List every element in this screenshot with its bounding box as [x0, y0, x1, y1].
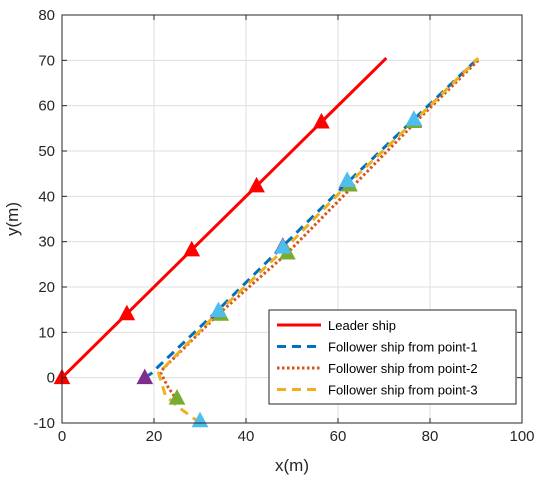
legend-label-3: Follower ship from point-2 [328, 361, 478, 376]
x-tick-label: 80 [422, 428, 439, 445]
triangle-marker-series-1 [118, 304, 136, 321]
y-tick-label: 30 [38, 234, 55, 251]
series-line-1 [60, 57, 388, 379]
triangle-marker-series-4 [405, 110, 423, 126]
x-tick-label: 20 [146, 428, 163, 445]
y-tick-label: 80 [38, 7, 55, 24]
y-tick-label: 60 [38, 98, 55, 115]
y-tick-label: 20 [38, 279, 55, 296]
y-tick-label: 50 [38, 143, 55, 160]
triangle-marker-series-4 [338, 171, 356, 187]
y-tick-label: 40 [38, 188, 55, 205]
triangle-marker-series-4 [274, 238, 292, 254]
x-axis-label: x(m) [275, 456, 309, 475]
y-tick-label: 10 [38, 324, 55, 341]
x-tick-label: 100 [509, 428, 534, 445]
legend-label-4: Follower ship from point-3 [328, 383, 478, 398]
triangle-marker-series-1 [248, 176, 265, 193]
x-tick-label: 0 [58, 428, 66, 445]
legend: Leader ship Follower ship from point-1 Fol… [268, 309, 517, 405]
triangle-marker-series-1 [183, 240, 201, 257]
y-tick-label: 70 [38, 52, 55, 69]
series-line-3 [159, 59, 480, 402]
triangle-marker-series-2 [136, 368, 154, 385]
plot-frame [61, 14, 523, 424]
triangle-marker-series-3 [168, 389, 186, 405]
y-axis-label: y(m) [3, 202, 22, 236]
legend-label-2: Follower ship from point-1 [328, 340, 478, 355]
x-tick-label: 40 [238, 428, 255, 445]
legend-label-1: Leader ship [328, 318, 396, 333]
triangle-marker-series-1 [313, 112, 330, 129]
y-tick-label: -10 [33, 415, 55, 432]
markers-group [53, 110, 423, 428]
x-tick-label: 60 [330, 428, 347, 445]
triangle-marker-series-4 [210, 301, 227, 318]
y-tick-label: 0 [47, 370, 55, 387]
